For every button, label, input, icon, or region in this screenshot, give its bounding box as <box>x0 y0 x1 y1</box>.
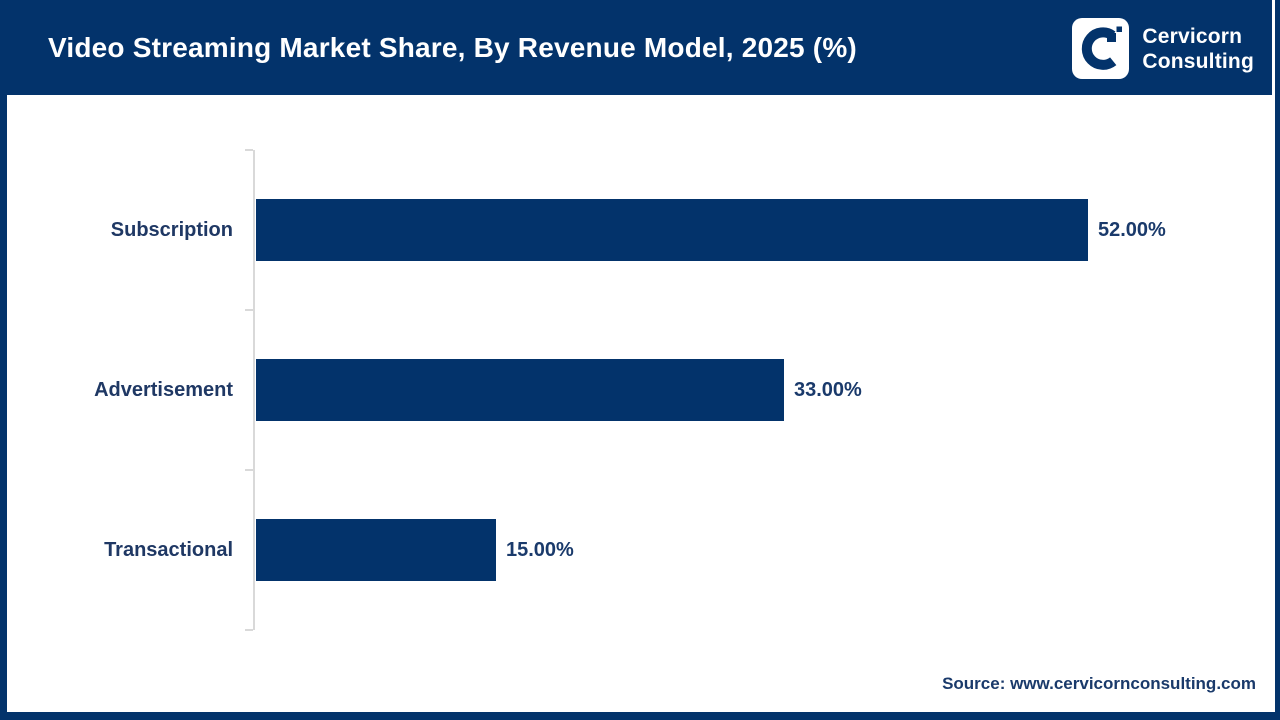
y-axis-line <box>253 150 255 630</box>
category-label: Subscription <box>110 218 233 241</box>
value-label: 52.00% <box>1098 218 1166 241</box>
bar-row: Transactional 15.00% <box>0 470 1280 630</box>
axis-tick <box>245 629 253 631</box>
source-note: Source: www.cervicornconsulting.com <box>942 674 1256 693</box>
bar[interactable] <box>256 519 496 581</box>
bar[interactable] <box>256 359 784 421</box>
bar-chart: Subscription 52.00% Advertisement 33.00% Tra… <box>0 95 1280 655</box>
header-band: Video Streaming Market Share, By Revenue… <box>0 0 1272 95</box>
category-label: Advertisement <box>94 378 233 401</box>
brand-name-line2: Consulting <box>1142 49 1254 73</box>
slide-border-left <box>0 95 7 720</box>
value-label: 33.00% <box>794 378 862 401</box>
brand-block: Cervicorn Consulting <box>1072 18 1254 79</box>
axis-tick <box>245 469 253 471</box>
slide-border-right <box>1275 0 1280 720</box>
bar[interactable] <box>256 199 1088 261</box>
brand-name-line1: Cervicorn <box>1142 24 1243 48</box>
bar-row: Advertisement 33.00% <box>0 310 1280 470</box>
axis-tick <box>245 309 253 311</box>
page-title: Video Streaming Market Share, By Revenue… <box>48 31 857 63</box>
bar-row: Subscription 52.00% <box>0 150 1280 310</box>
cervicorn-logo-icon <box>1072 18 1130 79</box>
brand-name: Cervicorn Consulting <box>1142 24 1254 74</box>
slide-border-bottom <box>0 712 1280 720</box>
category-label: Transactional <box>104 538 233 561</box>
logo-c-glyph <box>1082 26 1123 70</box>
value-label: 15.00% <box>506 538 574 561</box>
axis-tick <box>245 149 253 151</box>
bar-rows: Subscription 52.00% Advertisement 33.00% Tra… <box>0 150 1280 630</box>
